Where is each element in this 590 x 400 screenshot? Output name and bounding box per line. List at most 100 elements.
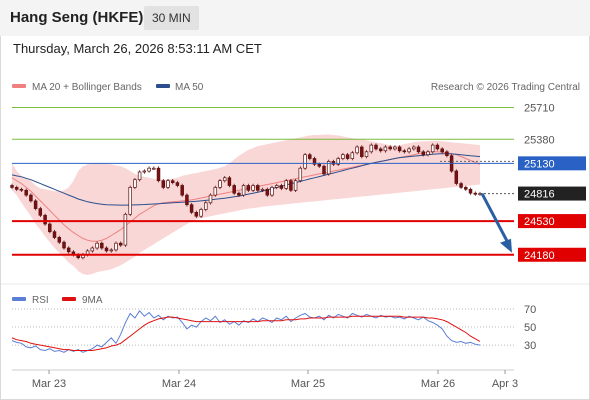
- candle-up: [199, 209, 203, 217]
- candle-down: [185, 194, 189, 206]
- candle-down: [180, 185, 184, 196]
- candle-down: [331, 161, 336, 165]
- candle-down: [19, 188, 24, 191]
- candle-up: [213, 187, 218, 196]
- candle-down: [317, 163, 322, 167]
- resistance-label: 25710: [524, 103, 555, 115]
- candle-down: [468, 188, 473, 194]
- support-tag: [518, 214, 586, 229]
- candle-up: [251, 185, 255, 191]
- forecast-arrow-shaft: [480, 192, 511, 246]
- candle-down: [421, 151, 426, 156]
- candle-up: [393, 146, 397, 150]
- x-tick-label: Apr 3: [492, 378, 518, 390]
- candle-down: [360, 146, 364, 157]
- candle-down: [57, 237, 62, 243]
- candle-down: [104, 247, 109, 252]
- candle-down: [473, 192, 478, 195]
- candle-up: [350, 152, 355, 159]
- instrument-title: Hang Seng (HKFE): [10, 9, 144, 26]
- legend-label-ma50: MA 50: [175, 82, 204, 93]
- candle-up: [241, 185, 246, 196]
- legend-label-ma20: MA 20 + Bollinger Bands: [32, 82, 142, 93]
- candle-up: [412, 146, 416, 150]
- current-price-label: 24816: [524, 189, 555, 201]
- candle-up: [218, 180, 222, 188]
- candle-up: [341, 154, 345, 159]
- legend-label-rsi: RSI: [32, 295, 49, 306]
- candle-down: [402, 150, 407, 153]
- candle-down: [388, 146, 392, 150]
- candle-down: [194, 212, 199, 217]
- candle-up: [430, 144, 435, 153]
- candle-down: [454, 170, 459, 184]
- header-bar: Hang Seng (HKFE) 30 MIN: [0, 0, 590, 36]
- candle-down: [435, 144, 440, 150]
- candle-up: [222, 177, 227, 182]
- x-axis: Mar 23 Mar 24 Mar 25 Mar 26 Apr 3: [12, 369, 518, 390]
- candle-up: [298, 167, 303, 182]
- candle-down: [345, 154, 350, 159]
- rsi-tick-label: 70: [524, 304, 536, 316]
- x-tick-label: Mar 24: [162, 378, 196, 390]
- candle-up: [274, 185, 279, 188]
- candle-down: [227, 177, 232, 186]
- candle-down: [175, 182, 180, 186]
- rsi-tick-label: 50: [524, 322, 536, 334]
- current-price-tag: [518, 186, 586, 201]
- 9ma-line: [11, 315, 481, 351]
- candle-down: [29, 194, 33, 202]
- rsi-tick-label: 30: [524, 340, 536, 352]
- candle-down: [170, 180, 175, 183]
- candle-down: [397, 146, 402, 152]
- candle-up: [204, 202, 208, 210]
- candle-up: [326, 161, 331, 175]
- candle-up: [95, 242, 99, 249]
- x-tick-label: Mar 23: [32, 378, 66, 390]
- candle-up: [407, 148, 411, 153]
- support-tag-label: 24530: [524, 216, 555, 228]
- candle-up: [270, 187, 274, 196]
- level-layer: 25710 25380 25130 24816 24530 24180: [12, 103, 586, 262]
- candle-down: [279, 185, 284, 189]
- candle-down: [289, 180, 293, 191]
- candle-down: [237, 192, 241, 196]
- candle-down: [52, 231, 57, 238]
- candle-up: [208, 194, 213, 204]
- candle-up: [109, 249, 114, 252]
- candle-down: [66, 247, 71, 253]
- credit-text: Research © 2026 Trading Central: [431, 82, 580, 93]
- candle-down: [48, 223, 52, 233]
- candle-up: [426, 151, 430, 156]
- candle-down: [445, 151, 449, 156]
- candle-down: [308, 154, 312, 159]
- candle-up: [152, 167, 156, 170]
- candle-down: [256, 185, 260, 191]
- candle-down: [265, 188, 270, 196]
- x-tick-label: Mar 25: [291, 378, 325, 390]
- candle-up: [336, 158, 340, 165]
- candle-down: [416, 146, 421, 153]
- legend-swatch-rsi: [12, 297, 26, 301]
- candle-up: [284, 180, 288, 189]
- candle-up: [355, 146, 359, 154]
- candle-up: [303, 154, 307, 169]
- candle-down: [322, 165, 326, 175]
- candle-down: [232, 185, 236, 194]
- candle-down: [100, 242, 104, 249]
- candle-up: [133, 179, 137, 188]
- candle-down: [189, 204, 194, 213]
- timestamp: Thursday, March 26, 2026 8:53:11 AM CET: [13, 41, 262, 56]
- candle-down: [14, 187, 19, 190]
- candle-down: [378, 148, 383, 152]
- candle-down: [312, 158, 317, 165]
- candle-down: [118, 242, 123, 246]
- interval-badge[interactable]: 30 MIN: [144, 6, 199, 30]
- support-tag-label: 24180: [524, 250, 555, 262]
- candle-down: [374, 144, 378, 150]
- candle-up: [137, 171, 142, 181]
- candle-down: [24, 189, 28, 196]
- resistance-tag: [518, 156, 586, 171]
- candle-down: [62, 241, 66, 249]
- candle-down: [464, 187, 468, 190]
